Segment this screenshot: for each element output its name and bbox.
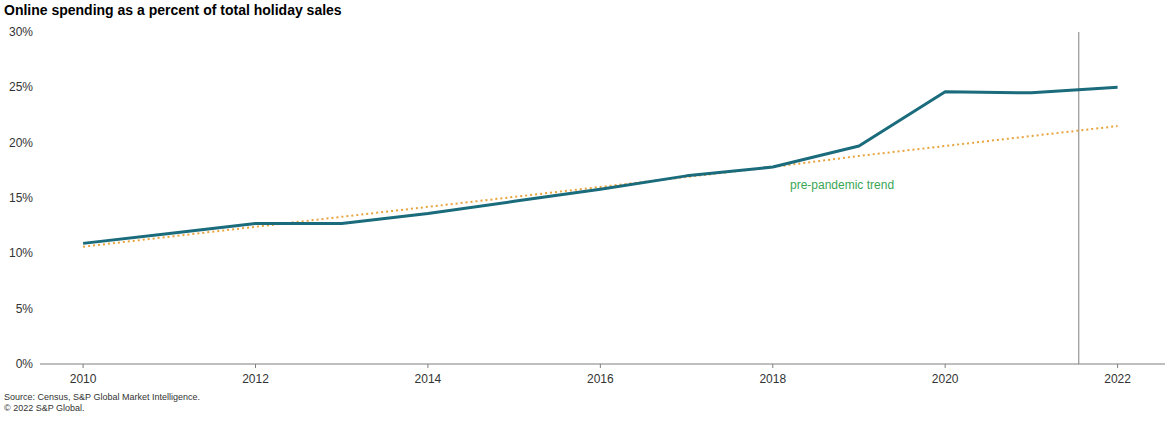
x-tick <box>83 364 84 368</box>
source: Source: Census, S&P Global Market Intell… <box>4 392 200 402</box>
chart: Online spending as a percent of total ho… <box>0 0 1167 421</box>
x-axis <box>40 364 1165 365</box>
x-tick-label: 2018 <box>759 372 786 386</box>
x-tick-label: 2016 <box>587 372 614 386</box>
y-tick <box>36 32 40 33</box>
trend-line <box>83 126 1117 247</box>
x-tick <box>945 364 946 368</box>
annotation: pre-pandemic trend <box>790 178 894 192</box>
x-tick-label: 2022 <box>1104 372 1131 386</box>
y-tick-label: 10% <box>9 246 33 260</box>
x-tick <box>255 364 256 368</box>
y-tick-label: 20% <box>9 136 33 150</box>
data-line <box>83 87 1117 243</box>
x-tick <box>772 364 773 368</box>
x-tick-label: 2012 <box>242 372 269 386</box>
y-tick-label: 0% <box>16 357 34 371</box>
y-tick-label: 15% <box>9 191 33 205</box>
y-tick-label: 5% <box>16 302 34 316</box>
copyright: © 2022 S&P Global. <box>4 403 85 413</box>
y-tick <box>36 142 40 143</box>
x-tick <box>600 364 601 368</box>
x-tick <box>1117 364 1118 368</box>
y-tick <box>36 198 40 199</box>
x-tick-label: 2020 <box>932 372 959 386</box>
x-tick <box>427 364 428 368</box>
reference-line <box>1078 32 1079 364</box>
y-tick-label: 30% <box>9 25 33 39</box>
y-tick <box>36 253 40 254</box>
y-tick <box>36 308 40 309</box>
x-tick-label: 2014 <box>415 372 442 386</box>
title: Online spending as a percent of total ho… <box>4 2 342 18</box>
y-tick-label: 25% <box>9 80 33 94</box>
y-tick <box>36 364 40 365</box>
plot-area <box>83 32 1117 364</box>
x-tick-label: 2010 <box>70 372 97 386</box>
y-tick <box>36 87 40 88</box>
